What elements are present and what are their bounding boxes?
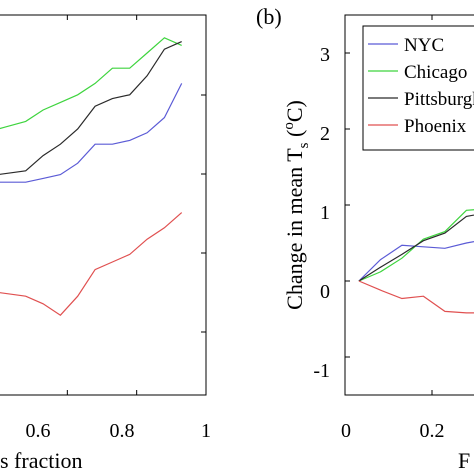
panel-b: (b) 3 2 1 0 -1 0 0.2 F Change in mean Ts… xyxy=(256,4,474,473)
panel-b-y-tick-label-0: 0 xyxy=(320,281,330,303)
panel-b-y-tick-label-3: 3 xyxy=(320,44,330,66)
panel-b-y-tick-label-2: 2 xyxy=(320,123,330,145)
panel-b-y-tick-label-1: 1 xyxy=(320,202,330,224)
legend-label-pittsburgh: Pittsburgh xyxy=(404,89,474,110)
panel-a-ticks xyxy=(66,15,206,395)
y-label-main: Change in mean T xyxy=(282,148,307,310)
panel-b-x-axis-label: F xyxy=(458,448,470,473)
panel-b-y-axis-label: Change in mean Ts (oC) xyxy=(281,100,312,310)
panel-a-series-chicago xyxy=(0,37,182,130)
panel-a-series xyxy=(0,37,183,316)
panel-a-x-axis-label: s fraction xyxy=(0,448,82,473)
panel-b-series-nyc xyxy=(358,241,474,282)
panel-b-y-tick-label-neg1: -1 xyxy=(313,360,330,382)
panel-b-x-tick-label-0: 0 xyxy=(341,420,351,442)
panel-a-series-phoenix xyxy=(0,212,183,316)
legend-label-chicago: Chicago xyxy=(404,62,467,83)
panel-b-series-pittsburgh xyxy=(358,214,474,282)
panel-a-series-nyc xyxy=(0,83,183,183)
panel-b-series-chicago xyxy=(358,209,474,282)
panel-b-x-tick-label-0.2: 0.2 xyxy=(420,420,445,442)
panel-b-series-phoenix xyxy=(358,280,474,314)
panel-a-x-tick-label-0.6: 0.6 xyxy=(26,420,51,442)
panel-a-axes-box xyxy=(0,14,207,396)
y-label-subscript: s xyxy=(296,142,312,148)
panel-b-ticks xyxy=(345,15,433,395)
panel-b-label: (b) xyxy=(256,4,282,29)
legend-label-nyc: NYC xyxy=(404,35,444,56)
y-label-unit: C) xyxy=(282,100,307,122)
legend: NYC Chicago Pittsburgh Phoenix xyxy=(362,25,474,151)
legend-box xyxy=(362,25,474,151)
panel-b-series xyxy=(358,209,474,314)
panel-a: 0.6 0.8 1 s fraction xyxy=(0,14,211,473)
y-label-superscript: o xyxy=(281,122,297,130)
panel-a-x-tick-label-0.8: 0.8 xyxy=(110,420,135,442)
legend-label-phoenix: Phoenix xyxy=(404,116,467,137)
panel-a-x-tick-label-1: 1 xyxy=(201,420,211,442)
y-label-paren-open: ( xyxy=(282,130,307,143)
panel-a-series-pittsburgh xyxy=(0,41,182,175)
